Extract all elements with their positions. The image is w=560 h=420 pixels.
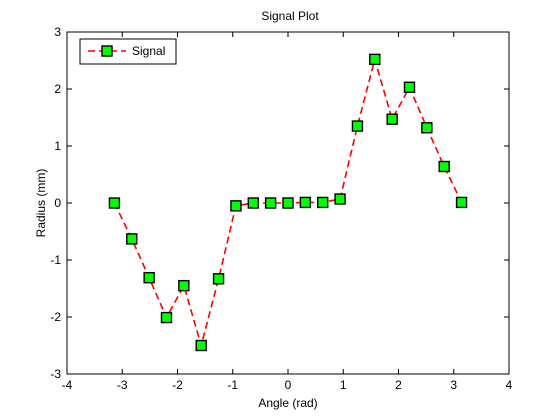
data-point xyxy=(264,197,277,209)
legend: Signal xyxy=(79,38,177,65)
data-point xyxy=(438,160,450,173)
y-tick-label: -1 xyxy=(50,253,61,267)
data-point xyxy=(178,279,190,292)
y-tick-label: 1 xyxy=(54,139,61,153)
x-tick-label: 4 xyxy=(506,378,513,392)
chart-title: Signal Plot xyxy=(261,9,319,23)
x-tick-label: 0 xyxy=(285,378,292,392)
x-axis: -4 -3 -2 -1 0 1 2 3 4 xyxy=(62,32,513,392)
y-tick-label: -2 xyxy=(50,310,61,324)
data-point xyxy=(143,271,155,284)
data-point xyxy=(282,197,294,209)
data-point xyxy=(299,196,312,209)
data-point xyxy=(247,197,259,209)
x-tick-label: -4 xyxy=(62,378,73,392)
legend-box xyxy=(79,38,177,65)
legend-label: Signal xyxy=(132,44,165,58)
data-point xyxy=(212,273,225,285)
data-point xyxy=(421,122,433,134)
x-tick-label: 1 xyxy=(340,378,347,392)
y-tick-label: 0 xyxy=(54,196,61,210)
data-point xyxy=(351,120,364,132)
y-tick-label: 3 xyxy=(54,25,61,39)
data-point xyxy=(386,113,398,125)
data-point xyxy=(455,196,468,209)
data-point xyxy=(108,197,121,209)
data-point xyxy=(160,311,173,324)
y-tick-label: 2 xyxy=(54,82,61,96)
x-tick-label: -3 xyxy=(117,378,128,392)
data-point xyxy=(195,339,207,352)
data-point xyxy=(403,81,416,93)
y-axis-label: Radius (mm) xyxy=(34,169,48,238)
x-tick-label: 2 xyxy=(395,378,402,392)
series-layer xyxy=(108,53,468,352)
legend-marker-sample xyxy=(101,45,113,57)
x-tick-label: 3 xyxy=(450,378,457,392)
x-tick-label: -1 xyxy=(227,378,238,392)
data-point xyxy=(126,233,138,245)
data-point xyxy=(369,53,381,66)
y-axis: -3 -2 -1 0 1 2 3 xyxy=(50,25,509,381)
x-axis-label: Angle (rad) xyxy=(258,396,317,410)
data-point xyxy=(230,200,242,212)
y-tick-label: -3 xyxy=(50,367,61,381)
x-tick-label: -2 xyxy=(172,378,183,392)
data-point xyxy=(334,193,346,205)
data-point xyxy=(317,196,329,209)
